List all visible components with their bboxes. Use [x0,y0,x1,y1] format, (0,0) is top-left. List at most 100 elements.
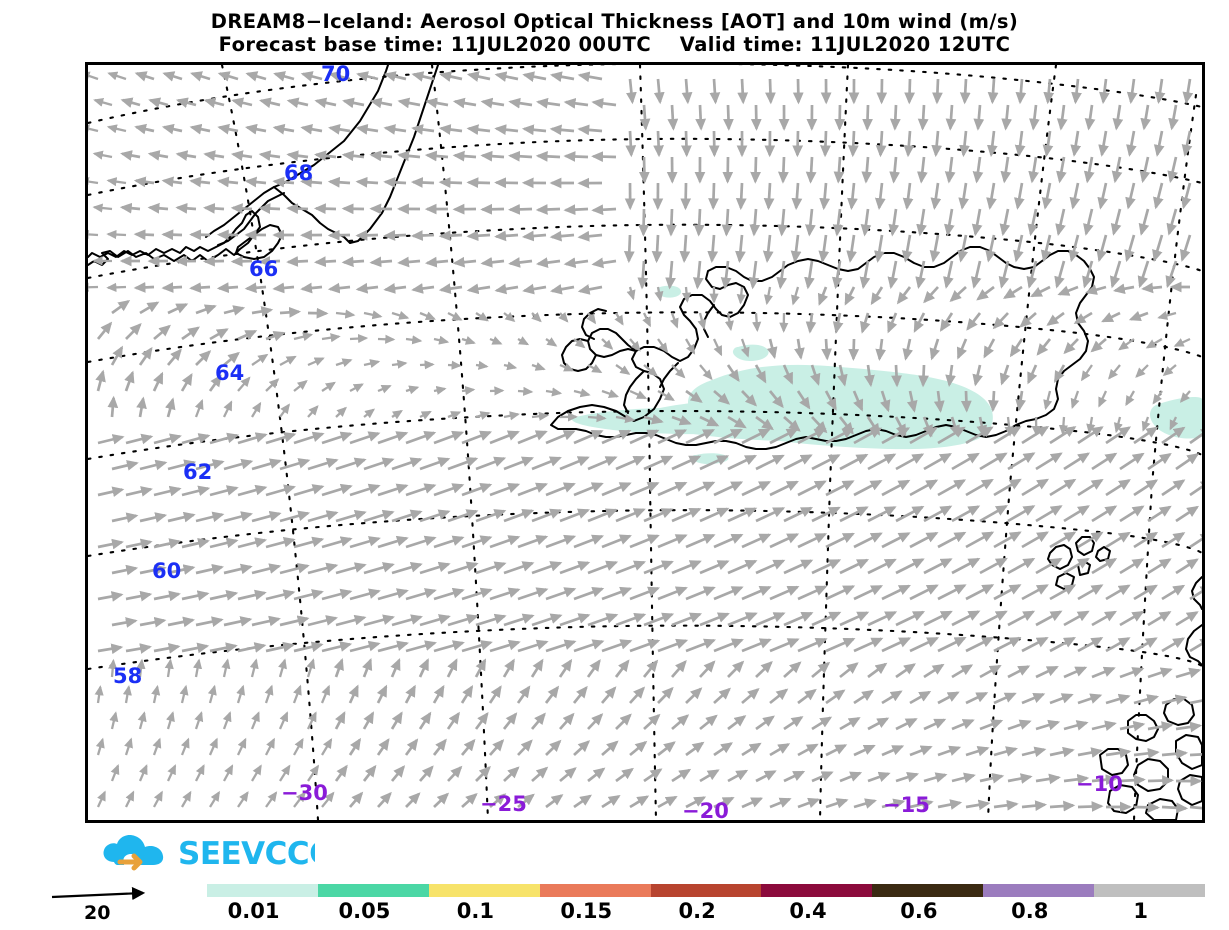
wind-arrow [971,208,983,237]
wind-arrow [208,374,222,392]
wind-arrow [433,640,465,653]
wind-arrow [797,427,827,445]
colorbar-segment[interactable] [428,884,540,897]
wind-arrow [397,150,421,162]
map-plot-frame[interactable]: 70 68 66 64 62 60 58 −30 −25 −20 −15 −10 [85,62,1205,823]
wind-arrow [278,711,289,730]
wind-arrow [906,390,918,413]
wind-arrow [419,311,437,320]
wind-arrow [300,71,323,82]
wind-arrow [1083,156,1095,184]
wind-arrow [1124,234,1136,263]
wind-arrow [1128,310,1149,322]
wind-arrow [521,230,547,242]
wind-arrow [965,426,994,445]
wind-arrow [979,557,1008,575]
coast-britain-edge [1185,624,1202,666]
wind-arrow [889,156,900,184]
wind-arrow [1133,801,1160,813]
wind-arrow [1049,800,1076,812]
wind-arrow [124,370,135,392]
wind-arrow [531,613,563,627]
wind-arrow [987,78,999,105]
wind-arrow [97,434,125,445]
colorbar-segment[interactable] [207,884,318,897]
wind-arrow [181,326,200,341]
wind-arrow [244,176,267,188]
wind-arrow [107,71,127,81]
wind-arrow [1161,479,1186,497]
wind-arrow [692,260,704,290]
wind-arrow [909,531,939,549]
wind-arrow [629,586,661,601]
wind-arrow [654,286,664,302]
wind-arrow [615,612,647,627]
map-canvas[interactable]: 70 68 66 64 62 60 58 −30 −25 −20 −15 −10 [88,65,1202,820]
colorbar-segment[interactable] [317,884,429,897]
wind-arrow [1167,156,1178,184]
wind-arrow [1126,130,1137,157]
wind-arrow [175,97,197,108]
wind-arrow [1162,364,1177,377]
wind-arrow [1007,773,1033,784]
wind-arrow [405,792,421,808]
wind-arrow [209,328,229,341]
colorbar-segment[interactable] [650,884,762,897]
colorbar-segment[interactable] [761,884,873,897]
wind-arrow [517,587,549,601]
wind-arrow [433,335,450,345]
wind-arrow [265,432,297,445]
coast-greenland-ne [273,65,439,244]
wind-arrow [264,684,274,704]
coast-greenland-fjords [217,192,285,246]
wind-arrow [985,234,996,263]
colorbar-segment[interactable] [539,884,651,897]
wind-arrow [763,182,775,211]
wind-reference-key: 20 [51,886,146,924]
wind-arrow [923,718,947,731]
wind-arrow [859,260,871,290]
wind-arrow [867,453,897,471]
wind-arrow [909,479,939,497]
wind-arrow [489,336,503,345]
wind-arrow [643,713,661,730]
colorbar-segment[interactable] [872,884,984,897]
wind-arrow [216,176,239,188]
wind-arrow [292,684,302,704]
wind-arrow [207,684,217,704]
wind-arrow [265,641,296,653]
wind-arrow [503,613,535,627]
wind-arrow [1015,390,1027,412]
wind-arrow [433,430,465,445]
wind-arrow [279,458,311,471]
wind-arrow [125,590,153,602]
colorbar-segment[interactable] [1094,884,1205,897]
aot-colorbar[interactable] [207,884,1205,897]
wind-arrow [460,738,476,756]
wind-arrow [97,643,124,655]
wind-arrow [1000,156,1012,184]
wind-arrow [502,712,518,730]
wind-arrow [972,156,984,184]
wind-arrow [797,480,827,497]
latitude-label: 58 [113,664,142,688]
wind-arrow [1035,557,1063,575]
wind-arrow [133,282,155,293]
wind-arrow [419,457,451,471]
wind-arrow [341,256,365,268]
wind-arrow [222,400,233,418]
colorbar-segment[interactable] [983,884,1094,897]
wind-arrow [889,104,901,131]
wind-arrow [321,641,353,653]
wind-arrow [1153,130,1165,157]
wind-arrow [726,364,740,382]
wind-arrow [573,534,605,549]
wind-arrow [637,260,649,290]
wind-arrow [265,378,280,392]
wind-arrow [929,338,940,361]
wind-arrow [1118,338,1135,351]
wind-arrow [970,260,982,289]
wind-arrow [244,123,267,135]
wind-arrow [530,712,546,730]
wind-arrow [713,687,732,705]
